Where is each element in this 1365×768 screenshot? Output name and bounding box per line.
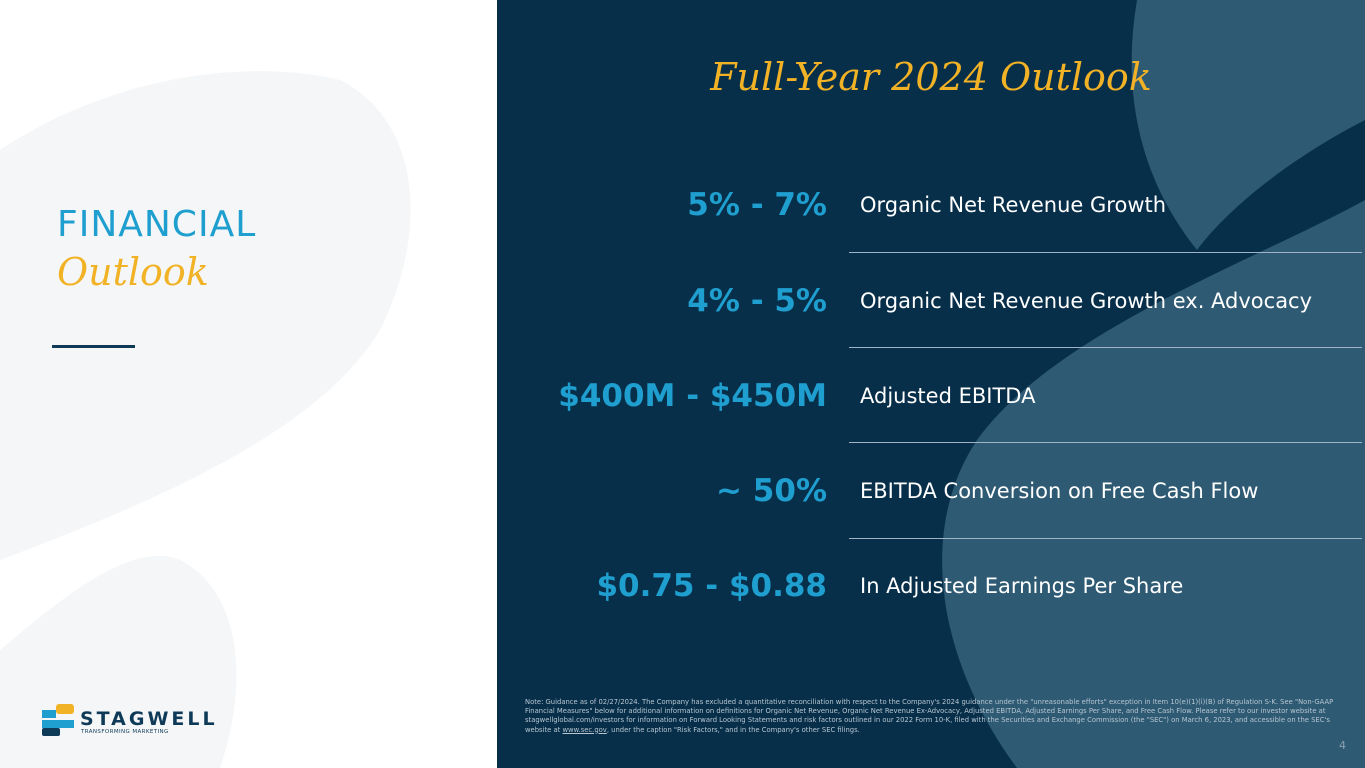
outlook-label: EBITDA Conversion on Free Cash Flow — [860, 479, 1259, 503]
outlook-value: $0.75 - $0.88 — [596, 568, 827, 604]
outlook-label: Organic Net Revenue Growth ex. Advocacy — [860, 289, 1313, 313]
outlook-value: ~ 50% — [716, 473, 827, 509]
section-heading: FINANCIAL — [57, 204, 257, 245]
row-divider — [849, 538, 1362, 539]
slide-title: Full-Year 2024 Outlook — [710, 55, 1152, 99]
outlook-value: 4% - 5% — [687, 283, 827, 319]
footnote-text-end: , under the caption "Risk Factors," and … — [606, 725, 860, 734]
outlook-value: 5% - 7% — [687, 187, 827, 223]
outlook-row: 5% - 7% Organic Net Revenue Growth — [497, 183, 1365, 233]
outlook-label: Organic Net Revenue Growth — [860, 193, 1167, 217]
footnote-text: Note: Guidance as of 02/27/2024. The Com… — [525, 698, 1334, 734]
outlook-row: $0.75 - $0.88 In Adjusted Earnings Per S… — [497, 564, 1365, 614]
page-number: 4 — [1339, 739, 1346, 752]
outlook-row: 4% - 5% Organic Net Revenue Growth ex. A… — [497, 279, 1365, 329]
footnote: Note: Guidance as of 02/27/2024. The Com… — [525, 698, 1345, 735]
outlook-label: Adjusted EBITDA — [860, 384, 1036, 408]
outlook-row: $400M - $450M Adjusted EBITDA — [497, 374, 1365, 424]
row-divider — [849, 347, 1362, 348]
row-divider — [849, 252, 1362, 253]
left-panel: FINANCIAL Outlook STAGWELL TRANSFORMING … — [0, 0, 497, 768]
heading-rule — [52, 345, 135, 348]
stagwell-logo-icon — [42, 704, 74, 736]
outlook-row: ~ 50% EBITDA Conversion on Free Cash Flo… — [497, 469, 1365, 519]
sec-link[interactable]: www.sec.gov — [562, 725, 607, 734]
decorative-shapes — [942, 0, 1365, 768]
logo-tagline: TRANSFORMING MARKETING — [81, 729, 169, 735]
outlook-label: In Adjusted Earnings Per Share — [860, 574, 1184, 598]
row-divider — [849, 442, 1362, 443]
outlook-value: $400M - $450M — [558, 378, 827, 414]
outlook-panel: Full-Year 2024 Outlook 5% - 7% Organic N… — [497, 0, 1365, 768]
decorative-shapes — [0, 71, 411, 768]
section-subheading: Outlook — [57, 250, 209, 294]
logo-wordmark: STAGWELL — [80, 708, 218, 730]
